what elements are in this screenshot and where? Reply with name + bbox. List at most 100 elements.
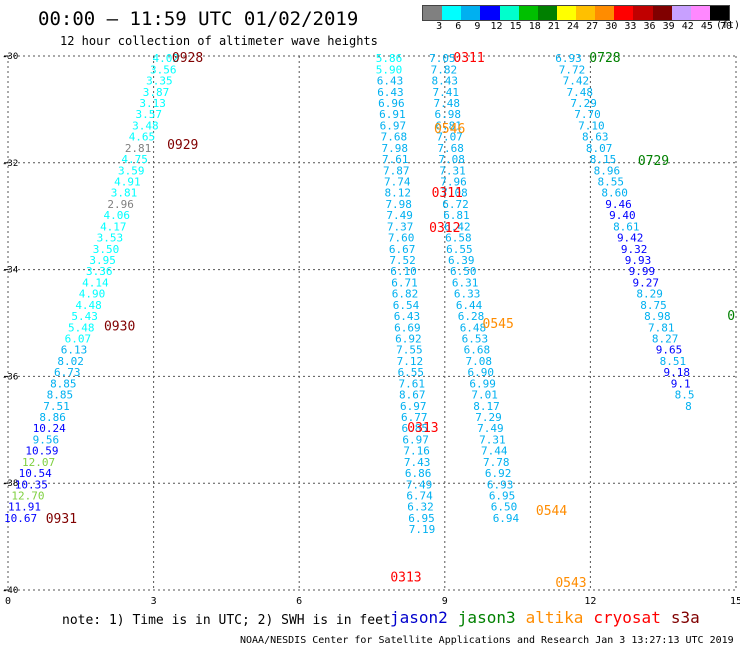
colorbar-swatch	[480, 6, 500, 20]
wave-height-point: 3.95	[89, 254, 116, 267]
wave-height-point: 8.5	[675, 389, 695, 402]
wave-height-point: 3.87	[143, 86, 170, 99]
wave-height-point: 6.77	[401, 411, 428, 424]
x-tick-label: 0	[5, 596, 11, 607]
wave-height-point: 4.06	[103, 209, 130, 222]
wave-height-point: 7.61	[399, 377, 426, 390]
wave-height-point: 6.97	[380, 119, 407, 132]
colorbar-label: 6	[455, 21, 462, 32]
y-tick-label: -36	[2, 372, 18, 382]
wave-height-point: 6.97	[402, 433, 429, 446]
footer-credit: NOAA/NESDIS Center for Satellite Applica…	[240, 635, 734, 646]
wave-height-point: 3.57	[135, 108, 162, 121]
colorbar-swatch	[499, 6, 519, 20]
colorbar-swatch	[556, 6, 576, 20]
wave-height-point: 8.60	[601, 187, 628, 200]
wave-height-point: 3.59	[118, 164, 145, 177]
colorbar-swatch	[652, 6, 672, 20]
pass-time-label: 0928	[172, 51, 203, 66]
x-tick-label: 15	[730, 596, 740, 607]
wave-height-point: 7.12	[397, 355, 424, 368]
wave-height-point: 8.55	[598, 175, 625, 188]
colorbar-swatch	[690, 6, 710, 20]
colorbar-swatch	[518, 6, 538, 20]
pass-time-label: 0312	[429, 221, 460, 236]
wave-height-point: 9.46	[605, 198, 632, 211]
wave-height-point: 6.50	[450, 265, 477, 278]
wave-height-point: 8.86	[39, 411, 66, 424]
wave-height-point: 7.31	[479, 433, 506, 446]
wave-height-point: 7.29	[475, 411, 502, 424]
wave-height-point: 7.08	[438, 153, 465, 166]
wave-height-point: 6.13	[61, 344, 88, 357]
wave-height-point: 10.59	[25, 445, 58, 458]
wave-height-point: 6.53	[462, 332, 489, 345]
wave-height-point: 6.96	[378, 97, 405, 110]
wave-height-point: 6.86	[405, 467, 432, 480]
wave-height-point: 5.43	[71, 310, 98, 323]
wave-height-point: 8.85	[50, 377, 77, 390]
wave-height-point: 7.48	[566, 86, 593, 99]
wave-height-point: 7.98	[382, 142, 409, 155]
wave-height-point: 3.13	[139, 97, 166, 110]
wave-height-point: 8.07	[586, 142, 613, 155]
x-tick-label: 9	[442, 596, 448, 607]
wave-height-point: 7.49	[406, 478, 433, 491]
pass-time-label: 0311	[453, 51, 484, 66]
wave-height-point: 9.27	[632, 276, 659, 289]
wave-height-point: 6.68	[464, 344, 491, 357]
legend-entry-jason2: jason2	[390, 608, 448, 627]
wave-height-point: 6.99	[469, 377, 496, 390]
wave-height-point: 6.07	[65, 332, 92, 345]
wave-height-point: 6.43	[377, 75, 404, 88]
y-tick-label: -30	[2, 52, 18, 62]
colorbar-label: 3	[436, 21, 443, 32]
wave-height-point: 7.70	[574, 108, 601, 121]
wave-height-point: 8.98	[644, 310, 671, 323]
wave-height-point: 8.27	[652, 332, 679, 345]
wave-height-point: 4.14	[82, 276, 109, 289]
wave-height-point: 7.72	[559, 63, 586, 76]
wave-height-point: 6.55	[398, 366, 425, 379]
wave-height-point: 4.48	[75, 299, 102, 312]
wave-height-point: 6.28	[458, 310, 485, 323]
wave-height-point: 8	[685, 400, 692, 413]
y-tick-label: -40	[2, 586, 18, 596]
y-tick-label: -32	[2, 159, 18, 169]
wave-height-point: 7.51	[43, 400, 70, 413]
wave-height-point: 7.78	[483, 456, 510, 469]
wave-height-point: 6.91	[379, 108, 406, 121]
wave-height-point: 6.85	[401, 422, 428, 435]
wave-height-point: 7.74	[384, 175, 411, 188]
wave-height-point: 7.16	[403, 445, 430, 458]
wave-height-point: 12.70	[11, 489, 44, 502]
wave-height-point: 5.90	[376, 63, 403, 76]
wave-height-point: 6.98	[434, 108, 461, 121]
wave-height-point: 7.60	[388, 232, 415, 245]
wave-height-point: 6.33	[454, 288, 481, 301]
wave-height-point: 7.08	[441, 187, 468, 200]
wave-height-point: 6.43	[377, 86, 404, 99]
wave-height-point: 3.50	[93, 243, 120, 256]
colorbar-unit: (ft)	[716, 20, 740, 31]
wave-height-point: 6.48	[460, 321, 487, 334]
wave-height-point: 9.42	[617, 232, 644, 245]
wave-height-point: 9.1	[671, 377, 691, 390]
wave-height-point: 3.53	[97, 232, 124, 245]
colorbar-swatch	[671, 6, 691, 20]
colorbar-label: 9	[474, 21, 481, 32]
wave-height-point: 4.75	[121, 153, 148, 166]
wave-height-point: 9.56	[33, 433, 60, 446]
wave-height-point: 8.85	[47, 389, 74, 402]
wave-height-point: 5.48	[68, 321, 95, 334]
pass-time-label: 0929	[167, 138, 198, 153]
wave-height-point: 7.49	[477, 422, 504, 435]
wave-height-point: 6.93	[487, 478, 514, 491]
wave-height-point: 3.35	[146, 75, 173, 88]
pass-time-label: 0543	[555, 576, 586, 591]
wave-height-point: 8.29	[636, 288, 663, 301]
wave-height-point: 7.44	[481, 445, 508, 458]
colorbar-swatch	[709, 6, 729, 20]
wave-height-point: 6.10	[390, 265, 417, 278]
